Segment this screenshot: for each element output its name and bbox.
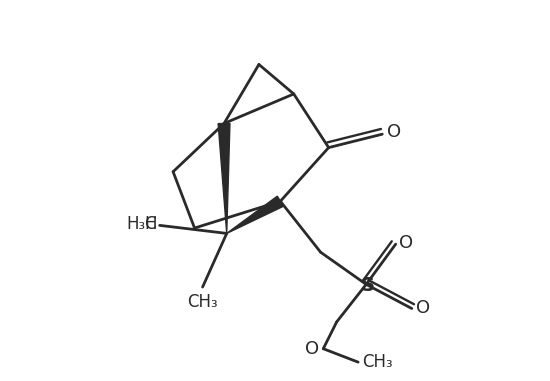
Text: S: S [360, 277, 374, 296]
Text: O: O [387, 123, 401, 141]
Text: O: O [399, 234, 414, 252]
Text: H: H [145, 215, 157, 233]
Text: H₃C: H₃C [126, 215, 157, 233]
Text: CH₃: CH₃ [188, 293, 218, 312]
Text: CH₃: CH₃ [362, 353, 393, 371]
Text: O: O [416, 299, 430, 317]
Polygon shape [227, 196, 283, 234]
Polygon shape [218, 123, 230, 234]
Text: O: O [305, 340, 320, 358]
